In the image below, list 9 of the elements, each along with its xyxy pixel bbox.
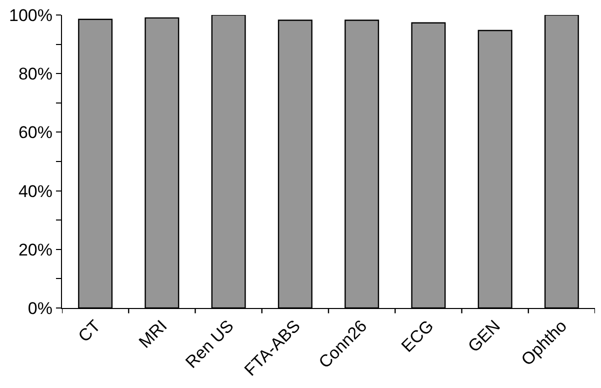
x-tick-label: CT [74, 316, 104, 346]
y-tick-label: 40% [18, 182, 52, 201]
y-tick-label: 20% [18, 240, 52, 260]
y-tick-label: 80% [18, 64, 52, 84]
y-tick-label: 0% [28, 298, 52, 318]
y-tick-label: 60% [18, 123, 52, 142]
x-tick-label: Ren US [182, 316, 238, 372]
x-tick-label: MRI [135, 316, 171, 352]
y-tick-label: 100% [9, 6, 52, 25]
